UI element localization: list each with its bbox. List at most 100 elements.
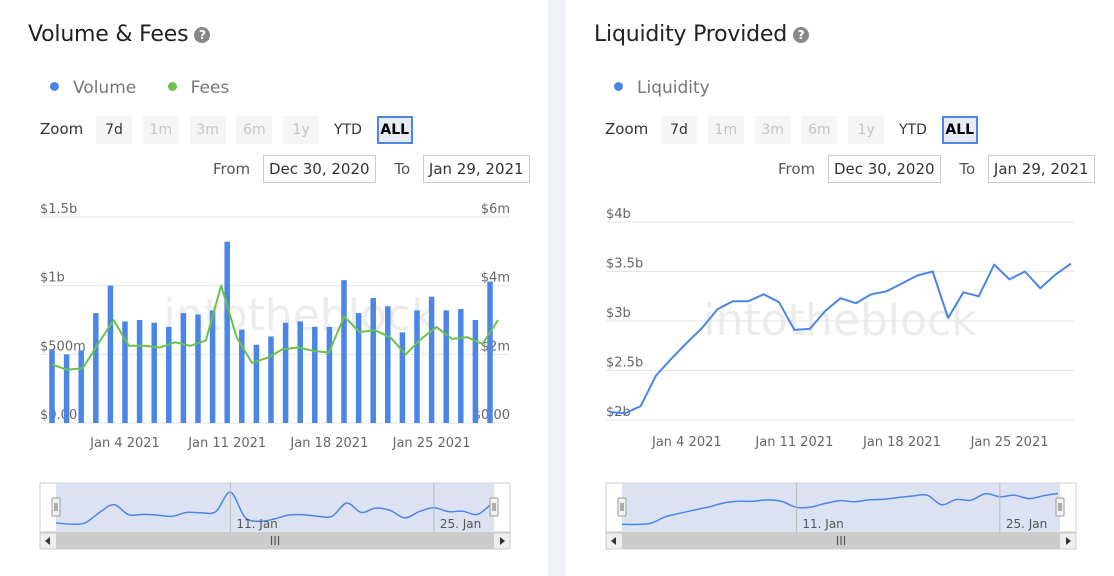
legend-item-volume[interactable]: Volume — [50, 78, 136, 98]
y-tick-label: $3.5b — [606, 257, 643, 272]
volume-bar — [414, 310, 420, 423]
y-right-tick-label: $6m — [481, 202, 510, 217]
scroll-left-arrow-icon — [611, 537, 616, 545]
volume-bar — [472, 320, 479, 423]
zoom-7d-button[interactable]: 7d — [661, 116, 698, 144]
liquidity-line — [609, 262, 1072, 415]
volume-bar — [63, 354, 70, 423]
navigator-label: 25. Jan — [440, 517, 481, 531]
zoom-6m-button: 6m — [801, 116, 838, 144]
volume-bar — [253, 344, 260, 423]
x-tick-label: Jan 25 2021 — [970, 435, 1049, 450]
fees-line — [51, 284, 499, 371]
navigator-label: 25. Jan — [1006, 517, 1047, 531]
legend: Liquidity — [614, 78, 736, 98]
legend-item-liquidity[interactable]: Liquidity — [614, 78, 710, 98]
zoom-bar: Zoom 7d 1m 3m 6m 1y YTD ALL — [40, 116, 419, 144]
to-date-input[interactable]: Jan 29, 2021 — [422, 155, 530, 183]
volume-bar — [49, 350, 55, 423]
volume-bar — [458, 309, 464, 423]
volume-bar — [151, 322, 157, 423]
x-tick-label: Jan 4 2021 — [651, 435, 722, 450]
y-left-tick-label: $1.5b — [40, 202, 77, 217]
panel-title-text: Volume & Fees — [28, 22, 189, 47]
y-left-tick-label: $1b — [40, 271, 65, 286]
zoom-7d-button[interactable]: 7d — [96, 116, 133, 144]
zoom-bar: Zoom 7d 1m 3m 6m 1y YTD ALL — [605, 116, 984, 144]
volume-bar — [224, 241, 230, 423]
volume-bar — [195, 314, 201, 423]
legend-dot-icon — [167, 82, 177, 91]
from-date-input[interactable]: Dec 30, 2020 — [827, 155, 941, 183]
volume-fees-chart: intotheblock$0.00$0.00$500m$2m$1b$4m$1.5… — [39, 202, 511, 550]
to-label: To — [959, 160, 976, 178]
from-label: From — [778, 160, 816, 178]
volume-bar — [399, 332, 406, 423]
volume-fees-title: Volume & Fees? — [28, 22, 211, 47]
legend: Volume Fees — [50, 78, 255, 98]
zoom-1y-button: 1y — [848, 116, 885, 144]
zoom-1m-button: 1m — [142, 116, 179, 144]
scroll-left-arrow-icon — [45, 537, 50, 545]
zoom-ytd-button[interactable]: YTD — [329, 116, 366, 144]
help-icon[interactable]: ? — [194, 27, 211, 43]
volume-bar — [180, 313, 187, 423]
liquidity-panel: Liquidity Provided? Liquidity Zoom 7d 1m… — [566, 0, 1114, 576]
volume-bar — [136, 320, 143, 423]
y-tick-label: $2.5b — [606, 356, 643, 371]
zoom-1m-button: 1m — [707, 116, 744, 144]
navigator-series-line — [55, 491, 493, 525]
navigator-mask — [622, 483, 1060, 531]
volume-bar — [122, 321, 128, 423]
zoom-all-button[interactable]: ALL — [941, 116, 978, 144]
scroll-right-arrow-icon — [1066, 537, 1071, 545]
zoom-3m-button: 3m — [189, 116, 226, 144]
x-tick-label: Jan 11 2021 — [754, 435, 833, 450]
volume-bar — [209, 310, 216, 423]
from-date-input[interactable]: Dec 30, 2020 — [262, 155, 376, 183]
volume-bar — [370, 298, 376, 423]
zoom-all-button[interactable]: ALL — [376, 116, 413, 144]
scroll-right-arrow-icon — [500, 537, 505, 545]
volume-bar — [355, 313, 362, 423]
legend-label: Liquidity — [637, 78, 710, 98]
volume-bar — [428, 296, 435, 423]
volume-bar — [166, 326, 172, 423]
navigator-series-line — [621, 492, 1059, 526]
to-label: To — [394, 160, 411, 178]
legend-dot-icon — [614, 82, 623, 91]
volume-bar — [107, 285, 114, 423]
y-tick-label: $3b — [606, 306, 631, 321]
scrollbar-thumb — [622, 533, 1060, 549]
date-range: From Dec 30, 2020 To Jan 29, 2021 — [778, 155, 1109, 183]
y-right-tick-label: $4m — [481, 271, 510, 286]
from-label: From — [213, 160, 251, 178]
volume-bar — [385, 306, 391, 423]
legend-dot-icon — [50, 82, 59, 91]
volume-bar — [312, 326, 318, 423]
to-date-input[interactable]: Jan 29, 2021 — [987, 155, 1095, 183]
navigator-mask — [56, 483, 494, 531]
x-tick-label: Jan 4 2021 — [89, 436, 160, 451]
help-icon[interactable]: ? — [793, 27, 810, 43]
volume-bar — [282, 322, 289, 423]
volume-bar — [487, 281, 493, 423]
zoom-3m-button: 3m — [754, 116, 791, 144]
x-tick-label: Jan 18 2021 — [289, 436, 368, 451]
legend-item-fees[interactable]: Fees — [167, 78, 230, 98]
volume-bar — [268, 336, 274, 423]
x-tick-label: Jan 11 2021 — [187, 436, 266, 451]
legend-label: Fees — [190, 78, 230, 98]
volume-bar — [326, 326, 333, 423]
panel-title-text: Liquidity Provided — [594, 22, 788, 47]
legend-label: Volume — [73, 78, 137, 98]
zoom-ytd-button[interactable]: YTD — [894, 116, 931, 144]
navigator-label: 11. Jan — [236, 517, 277, 531]
x-tick-label: Jan 25 2021 — [392, 436, 471, 451]
x-tick-label: Jan 18 2021 — [862, 435, 941, 450]
scrollbar-thumb — [56, 533, 494, 549]
navigator-label: 11. Jan — [802, 517, 843, 531]
zoom-label: Zoom — [605, 120, 649, 138]
volume-bar — [297, 321, 303, 423]
volume-bar — [93, 313, 99, 423]
